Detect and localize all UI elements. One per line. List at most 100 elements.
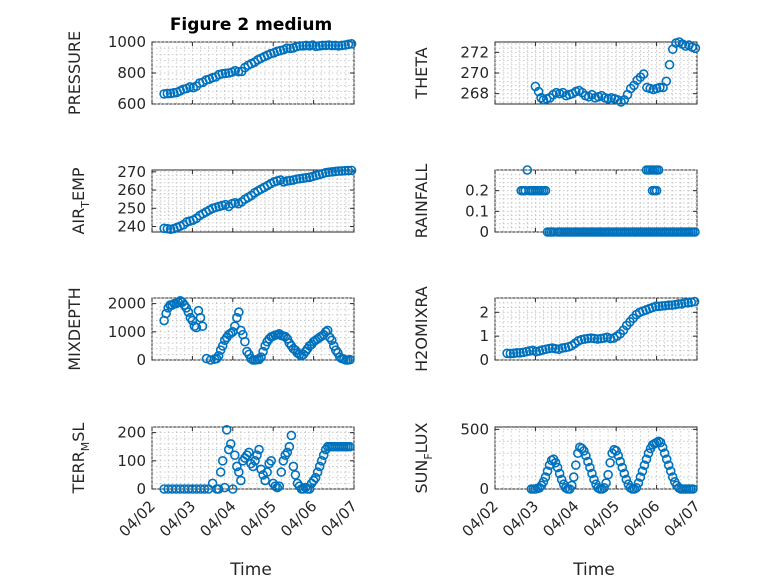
- data-point: [570, 460, 581, 470]
- data-point: [291, 174, 302, 184]
- data-point: [290, 470, 301, 480]
- data-point: [258, 346, 268, 357]
- data-point: [284, 441, 295, 452]
- subplot-5: 0 1000 2000 MIXDEPTH: [65, 287, 355, 371]
- data-point: [228, 484, 238, 494]
- y-axis-label-part: SL: [69, 423, 88, 442]
- data-point: [232, 312, 242, 323]
- data-point: [220, 68, 231, 79]
- data-point: [613, 450, 624, 461]
- y-tick-label: 800: [117, 64, 146, 82]
- data-point: [244, 447, 254, 458]
- x-tick-label: 04/03: [156, 497, 199, 540]
- y-tick-label: 240: [117, 218, 146, 236]
- data-point: [667, 472, 678, 482]
- y-tick-label: 0: [479, 480, 489, 498]
- y-tick-label: 270: [117, 163, 146, 181]
- x-tick-label: 04/04: [196, 497, 239, 540]
- data-point: [260, 475, 270, 486]
- y-axis-label-part: TERR: [69, 451, 88, 494]
- y-tick-label: 0: [479, 351, 489, 369]
- x-tick-label: 04/02: [116, 497, 159, 540]
- y-tick-label: 200: [117, 424, 146, 442]
- data-point: [327, 40, 337, 51]
- data-point: [522, 165, 533, 175]
- data-point: [346, 39, 357, 49]
- data-point: [689, 296, 700, 307]
- data-point: [345, 441, 355, 452]
- data-point: [346, 165, 357, 176]
- data-point: [556, 474, 567, 485]
- y-axis-label: MIXDEPTH: [65, 287, 84, 370]
- y-tick-label: 0: [479, 223, 489, 241]
- y-tick-label: 600: [117, 95, 146, 113]
- x-tick-label: 04/03: [499, 497, 542, 540]
- data-point: [631, 483, 642, 493]
- data-point: [195, 312, 206, 323]
- data-point: [205, 355, 216, 365]
- data-point: [512, 348, 522, 358]
- x-axis-label-left: Time: [229, 560, 272, 580]
- data-point: [162, 88, 173, 99]
- data-point: [254, 444, 264, 455]
- data-point: [318, 450, 329, 460]
- data-point: [213, 484, 224, 494]
- x-tick-label: 04/06: [277, 497, 320, 540]
- y-tick-label: 270: [460, 64, 489, 82]
- data-point: [638, 69, 649, 79]
- y-tick-label: 0: [136, 351, 146, 369]
- data-point: [643, 448, 654, 459]
- y-axis-label: THETA: [412, 47, 431, 99]
- data-point: [542, 466, 553, 476]
- data-point: [278, 456, 289, 466]
- y-axis-label-part: AIR: [69, 208, 88, 235]
- data-point: [213, 350, 224, 361]
- data-point: [641, 454, 652, 464]
- data-point: [583, 456, 593, 467]
- data-point: [603, 469, 613, 480]
- data-point: [316, 456, 327, 466]
- y-axis-label-part: SUN: [412, 460, 431, 494]
- y-axis-label: H2OMIXRA: [412, 286, 431, 372]
- data-point: [240, 336, 250, 347]
- data-point: [639, 460, 650, 470]
- data-point: [282, 176, 292, 186]
- y-tick-label: 1: [479, 327, 489, 345]
- y-axis-label-part: RAINFALL: [412, 164, 431, 239]
- data-point: [340, 165, 350, 176]
- data-point: [621, 474, 632, 485]
- data-point: [502, 348, 512, 359]
- data-point: [536, 93, 546, 103]
- plot-area: [494, 169, 698, 233]
- x-axis-label-right: Time: [572, 560, 615, 580]
- data-point: [611, 446, 622, 456]
- data-point: [337, 166, 347, 176]
- data-point: [635, 472, 646, 482]
- data-point: [664, 59, 675, 70]
- subplot-1: 600 800 1000 PRESSURE: [65, 31, 357, 115]
- data-point: [310, 472, 321, 483]
- y-axis-label: RAINFALL: [412, 164, 431, 239]
- data-point: [690, 43, 701, 54]
- data-point: [161, 308, 171, 319]
- data-point: [673, 299, 684, 309]
- data-point: [615, 456, 626, 467]
- data-point: [657, 301, 668, 311]
- data-point: [282, 43, 292, 54]
- y-axis-label-part: LUX: [412, 422, 431, 453]
- data-point: [533, 86, 544, 97]
- data-point: [252, 450, 262, 460]
- data-point: [234, 307, 244, 317]
- data-point: [221, 425, 232, 435]
- data-point: [577, 443, 587, 454]
- data-point: [505, 348, 516, 359]
- data-point: [234, 467, 244, 477]
- data-point: [159, 223, 169, 234]
- data-point: [187, 315, 198, 326]
- data-point: [589, 474, 599, 485]
- data-point: [343, 165, 354, 176]
- y-axis-label-part: MIXDEPTH: [65, 287, 84, 370]
- data-point: [304, 484, 315, 494]
